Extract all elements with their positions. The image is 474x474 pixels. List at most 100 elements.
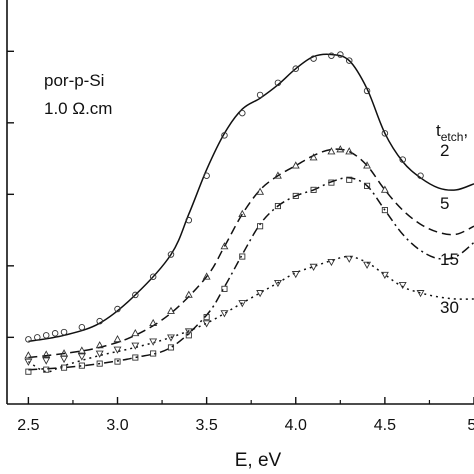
ticks: 2.5 3.0 3.5 4.0 4.5 5. [7,50,474,434]
series-5-point [363,161,372,169]
series-2-point [310,55,317,62]
series-15-point [292,192,299,199]
series-5-label: 5 [440,194,449,213]
series-30-point [291,271,300,279]
series-5-point [238,209,247,217]
series-header-suffix: , [463,121,468,140]
series-2-point [96,317,103,325]
series-2-point [60,328,68,336]
series-30-point [238,300,247,308]
resistivity-annotation: 1.0 Ω.cm [44,99,112,118]
series-5-point [42,350,51,358]
series-5-point [273,171,282,179]
series-5-point [184,290,193,298]
series-30-point [398,281,407,290]
series-2-point [381,130,389,137]
series-30-point [42,357,51,365]
series-15-point [328,179,335,186]
series-15-point [25,368,32,375]
series-30-point [95,350,104,358]
series-30-point [273,279,282,288]
series-2-point [292,65,300,72]
series-30-point [416,290,425,298]
series-2-point [417,172,424,179]
series-15-point [239,253,246,260]
series-2-point [25,336,32,343]
series-2-point [114,305,121,313]
series-2-point [274,79,282,87]
series-5-point [60,349,69,357]
series-2-point [337,51,344,58]
x-tick-label: 2.5 [17,417,39,434]
series-5-point [24,351,33,359]
series-15-point [364,182,371,189]
series-30-point [309,263,318,271]
series-header-sub: etch [441,130,464,144]
series-5-point [77,346,86,354]
series-30-point [380,271,389,280]
series-2-point [78,323,86,331]
series-15-label: 15 [440,250,459,269]
series-5-point [291,161,300,169]
x-tick-label: 4.0 [285,417,307,434]
series-15-point [150,350,157,357]
series-30-point [256,290,265,298]
series-15-point [43,366,50,373]
series-2-point [42,332,50,339]
series-30-point [184,328,193,336]
sample-annotation: por-p-Si [44,71,104,90]
series-15-point [310,186,317,193]
series-15-point [132,354,139,361]
series-5-point [149,318,158,327]
series-header: tetch, [436,121,468,144]
series-30-point [149,338,158,346]
series-15-point [78,362,85,369]
series-30-point [363,261,372,269]
series-5-point [309,153,318,161]
series-5-point [113,335,122,343]
series-header-main: t [436,121,441,140]
series-15-point [114,358,121,365]
fit-curves [28,53,474,373]
series-2-point [149,273,157,280]
series-2-point [328,52,335,60]
series-15-point [381,207,388,214]
series-2-point [185,216,193,224]
series-2-fit-line [28,53,474,343]
series-30-point [131,342,140,350]
x-tick-label: 5. [467,417,474,434]
series-15-point [96,360,103,367]
series-2-point [167,251,175,258]
series-15-point [203,314,210,321]
series-15-point [274,202,281,210]
series-30-point [113,346,122,354]
series-2-point [239,109,246,117]
series-5-point [131,328,140,337]
series-30-point [24,358,33,366]
series-5-point [202,272,211,280]
series-15-point [185,332,192,339]
data-markers [24,51,425,375]
series-30-point [345,255,354,263]
series-15-point [257,223,264,230]
series-2-point [363,87,371,95]
series-2-point [34,334,41,341]
series-2-point [345,57,353,64]
series-2-point [256,91,264,99]
series-5-point [256,187,265,195]
series-2-point [221,132,228,139]
axes [6,0,474,405]
series-15-point [60,364,68,371]
series-15-point [167,344,175,351]
series-15-fit-line [28,176,474,371]
x-axis-title: E, eV [235,450,282,471]
series-30-label: 30 [440,298,459,317]
x-tick-label: 4.5 [374,417,396,434]
series-5-point [336,145,345,153]
text-labels: por-p-Si 1.0 Ω.cm tetch, E, eV 2 5 15 30 [44,71,468,471]
x-tick-label: 3.0 [106,417,128,434]
series-2-point [51,330,59,337]
series-15-point [346,176,353,183]
x-tick-label: 3.5 [196,417,218,434]
